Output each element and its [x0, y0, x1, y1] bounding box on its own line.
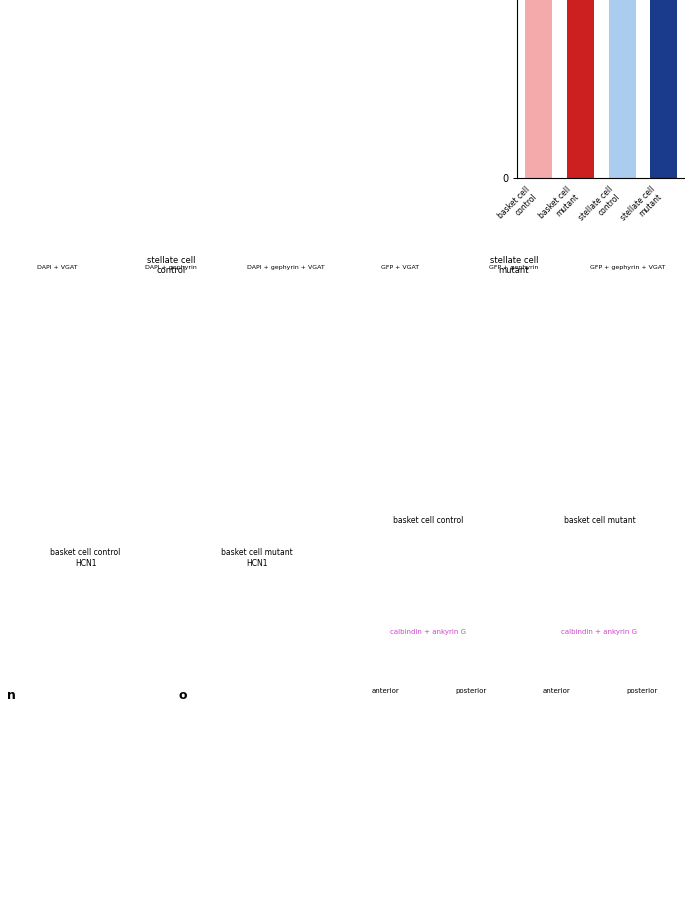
Text: basket cell mutant: basket cell mutant [564, 517, 635, 526]
Text: anterior: anterior [371, 688, 399, 694]
Text: GFP + gephyrin: GFP + gephyrin [489, 265, 538, 270]
Text: l: l [462, 306, 466, 316]
Text: h: h [5, 306, 13, 316]
Text: stellate cell
control: stellate cell control [147, 256, 195, 275]
Bar [525, 0, 552, 178]
Text: r: r [519, 706, 524, 716]
Text: s: s [604, 706, 610, 716]
Text: DAPI + VGAT: DAPI + VGAT [37, 265, 77, 270]
Text: i: i [119, 306, 123, 316]
Bar [650, 0, 677, 178]
Bar [566, 0, 594, 178]
Text: j: j [234, 306, 238, 316]
Text: DAPI + gephyrin: DAPI + gephyrin [145, 265, 197, 270]
Text: m: m [576, 306, 588, 316]
Text: GFP + VGAT: GFP + VGAT [381, 265, 419, 270]
Text: posterior: posterior [456, 688, 486, 694]
Text: o: o [178, 689, 187, 702]
Text: calbindin + ankyrin G: calbindin + ankyrin G [390, 629, 466, 636]
Text: k: k [348, 306, 356, 316]
Text: basket cell control
HCN1: basket cell control HCN1 [51, 548, 121, 568]
Text: basket cell control: basket cell control [393, 517, 463, 526]
Text: stellate cell
mutant: stellate cell mutant [490, 256, 538, 275]
Text: anterior: anterior [543, 688, 571, 694]
Text: basket cell mutant
HCN1: basket cell mutant HCN1 [221, 548, 292, 568]
Text: n: n [7, 689, 16, 702]
Text: p: p [347, 706, 355, 716]
Text: GFP + gephyrin + VGAT: GFP + gephyrin + VGAT [590, 265, 666, 270]
Text: q: q [433, 706, 440, 716]
Text: DAPI + gephyrin + VGAT: DAPI + gephyrin + VGAT [247, 265, 324, 270]
Text: calbindin + ankyrin G: calbindin + ankyrin G [562, 629, 637, 636]
Text: posterior: posterior [627, 688, 658, 694]
Bar [608, 0, 636, 178]
